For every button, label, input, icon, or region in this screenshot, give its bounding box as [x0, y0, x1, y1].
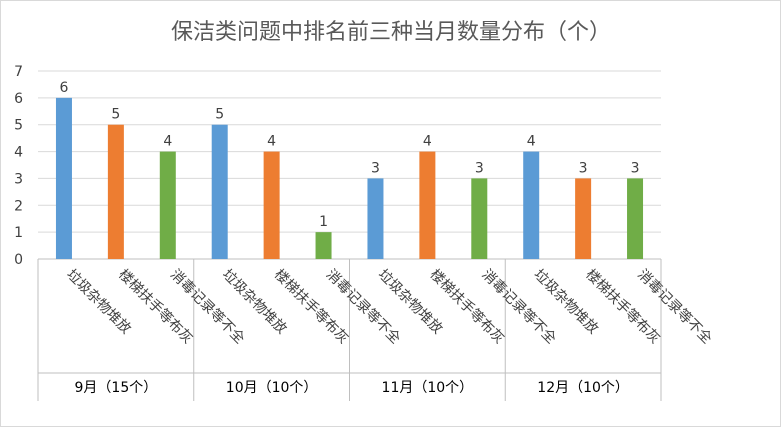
chart-title: 保洁类问题中排名前三种当月数量分布（个）: [171, 20, 611, 45]
bar-value-label: 5: [215, 107, 224, 123]
y-tick-label: 6: [14, 91, 23, 107]
bar: [471, 178, 488, 259]
bar: [107, 124, 124, 259]
y-tick-label: 3: [14, 171, 23, 187]
y-tick-label: 7: [14, 64, 23, 80]
bar: [523, 151, 540, 259]
bar: [419, 151, 436, 259]
bar-value-label: 6: [59, 80, 68, 96]
x-group-label: 12月（10个）: [537, 380, 629, 396]
y-tick-label: 1: [14, 225, 23, 241]
bar-value-label: 3: [371, 160, 380, 176]
bar-value-label: 5: [111, 107, 120, 123]
bar: [627, 178, 644, 259]
bar-value-label: 3: [475, 160, 484, 176]
bar: [367, 178, 384, 259]
bar: [315, 232, 332, 259]
y-tick-label: 5: [14, 118, 23, 134]
bar-value-label: 4: [267, 134, 276, 150]
bar-value-label: 4: [527, 134, 536, 150]
x-group-label: 11月（10个）: [382, 380, 474, 396]
x-group-label: 10月（10个）: [226, 380, 318, 396]
bar-value-label: 4: [423, 134, 432, 150]
x-group-label: 9月（15个）: [75, 380, 158, 396]
bar: [263, 151, 280, 259]
bar-value-label: 4: [163, 134, 172, 150]
y-tick-label: 0: [14, 252, 23, 268]
bar-value-label: 3: [631, 160, 640, 176]
bar: [55, 97, 72, 259]
bar-value-label: 3: [579, 160, 588, 176]
y-tick-label: 2: [14, 198, 23, 214]
bar: [159, 151, 176, 259]
bar: [575, 178, 592, 259]
bar: [211, 124, 228, 259]
y-tick-label: 4: [14, 145, 23, 161]
bar-value-label: 1: [319, 214, 328, 230]
